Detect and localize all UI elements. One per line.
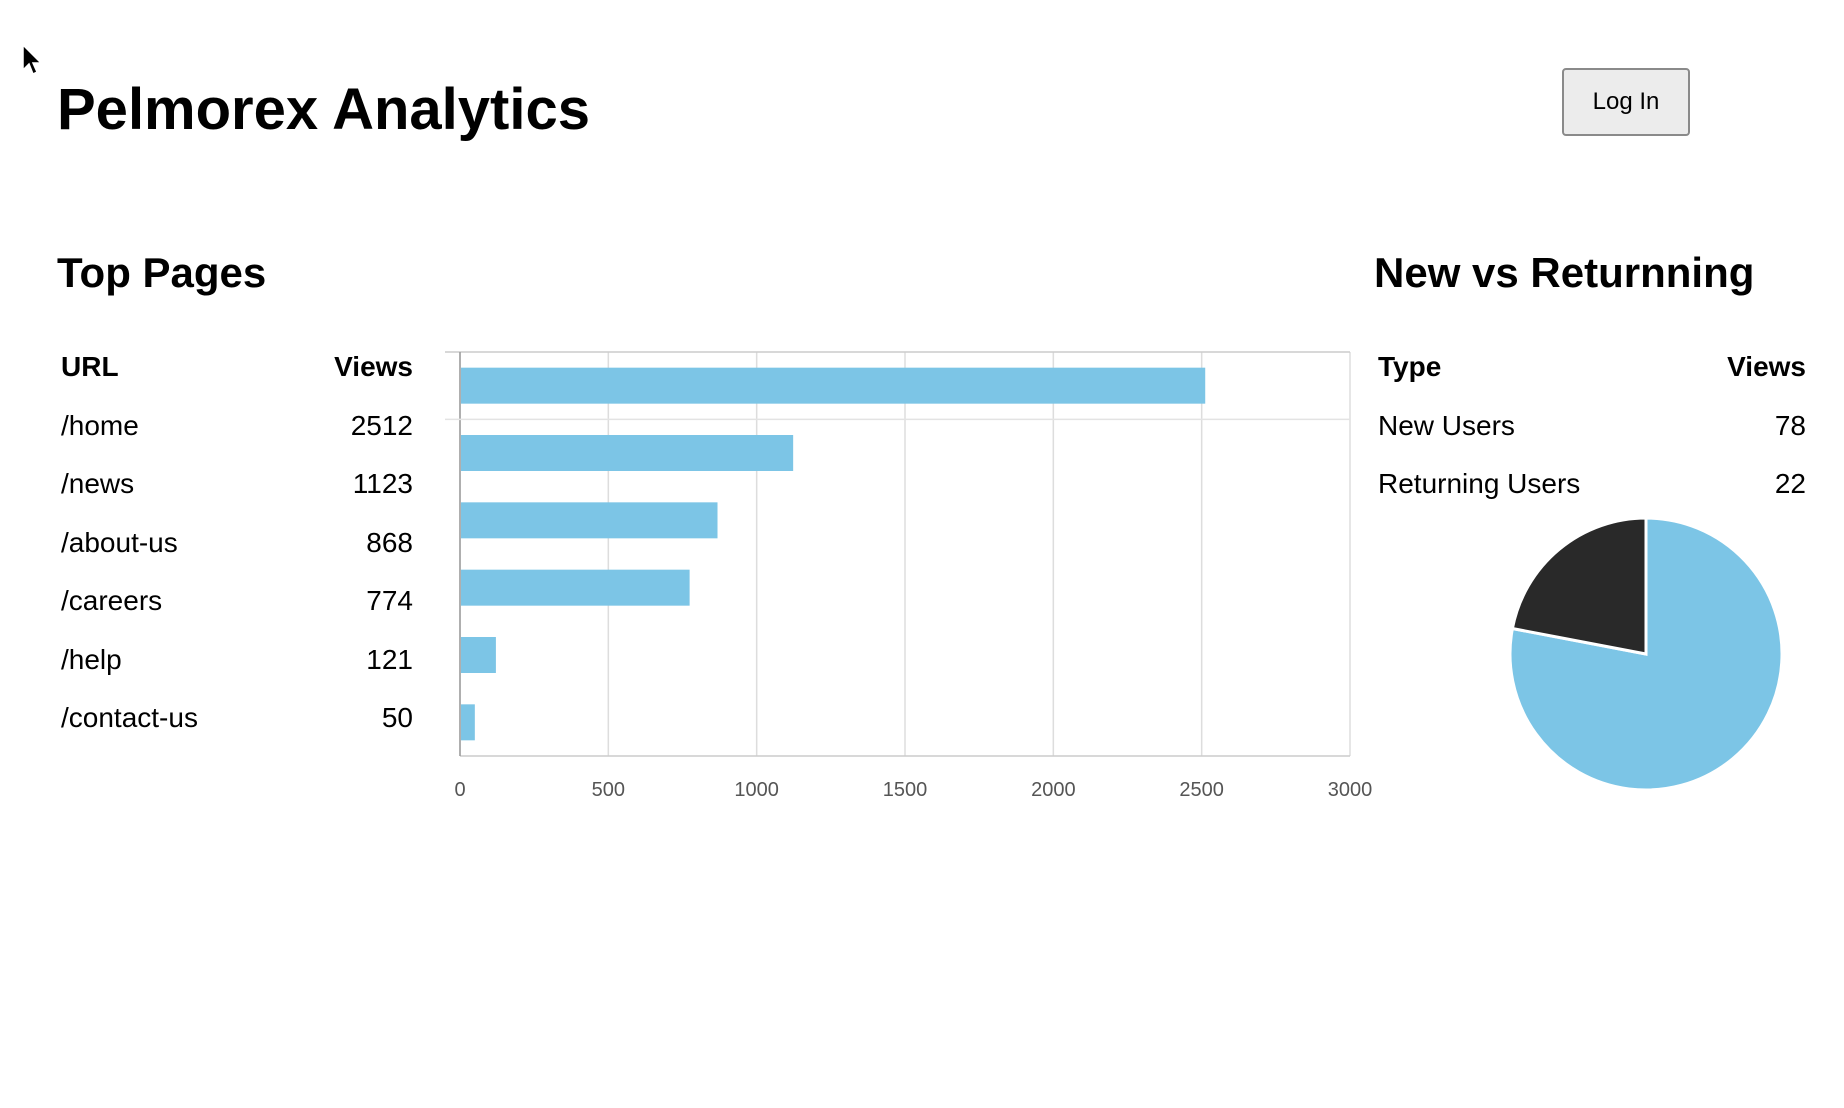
table-row: New Users 78 (1374, 397, 1810, 456)
top-pages-table: URL Views /home 2512 /news 1123 /about-u… (57, 338, 417, 748)
page-views: 121 (366, 643, 413, 675)
table-row: /about-us 868 (57, 514, 417, 573)
bar-about-us (461, 502, 718, 539)
x-tick-label: 3000 (1328, 779, 1373, 801)
table-header-row: Type Views (1374, 338, 1810, 397)
table-row: Returning Users 22 (1374, 455, 1810, 514)
x-tick-label: 1000 (734, 779, 779, 801)
column-header-url: URL (61, 351, 119, 383)
column-header-views: Views (334, 351, 413, 383)
top-pages-title: Top Pages (57, 249, 267, 296)
page-views: 2512 (350, 409, 413, 441)
table-header-row: URL Views (57, 338, 417, 397)
page-url: /contact-us (61, 702, 198, 734)
page-views: 1123 (352, 468, 413, 500)
user-type: Returning Users (1378, 468, 1581, 500)
mouse-cursor-icon (22, 44, 43, 76)
page-views: 774 (366, 585, 413, 617)
table-row: /home 2512 (57, 397, 417, 456)
bar-contact-us (461, 704, 475, 741)
login-button[interactable]: Log In (1562, 68, 1690, 136)
top-pages-bar-chart: 0 500 1000 1500 2000 2500 3000 (445, 351, 1373, 801)
table-row: /help 121 (57, 631, 417, 690)
user-type-views: 22 (1774, 468, 1806, 500)
app-title: Pelmorex Analytics (57, 77, 590, 142)
page-views: 868 (366, 526, 413, 558)
table-row: /careers 774 (57, 572, 417, 631)
user-type: New Users (1378, 409, 1515, 441)
page-url: /help (61, 643, 122, 675)
chart-gridlines (459, 352, 1351, 756)
bar-help (461, 637, 496, 673)
x-tick-label: 2500 (1179, 779, 1224, 801)
table-row: /contact-us 50 (57, 689, 417, 748)
page-url: /careers (61, 585, 163, 617)
x-tick-label: 500 (592, 779, 625, 801)
new-vs-returning-pie-chart (1508, 516, 1784, 792)
x-tick-label: 0 (454, 779, 465, 801)
top-pages-bar-chart-container: 0 500 1000 1500 2000 2500 3000 (430, 340, 1390, 815)
page-url: /news (61, 468, 135, 500)
x-tick-label: 1500 (883, 779, 928, 801)
bar-news (461, 435, 794, 471)
bar-home (461, 367, 1206, 404)
column-header-views: Views (1727, 351, 1806, 383)
new-vs-returning-title: New vs Returnning (1374, 249, 1755, 296)
page-views: 50 (381, 702, 413, 734)
new-vs-returning-table: Type Views New Users 78 Returning Users … (1374, 338, 1810, 514)
x-tick-label: 2000 (1031, 779, 1076, 801)
pie-slice-returning-users (1510, 516, 1648, 656)
column-header-type: Type (1378, 351, 1442, 383)
page-url: /home (61, 409, 139, 441)
table-row: /news 1123 (57, 455, 417, 514)
new-vs-returning-pie-chart-container (1506, 514, 1786, 799)
bar-careers (461, 569, 690, 606)
user-type-views: 78 (1774, 409, 1806, 441)
page-url: /about-us (61, 526, 178, 558)
